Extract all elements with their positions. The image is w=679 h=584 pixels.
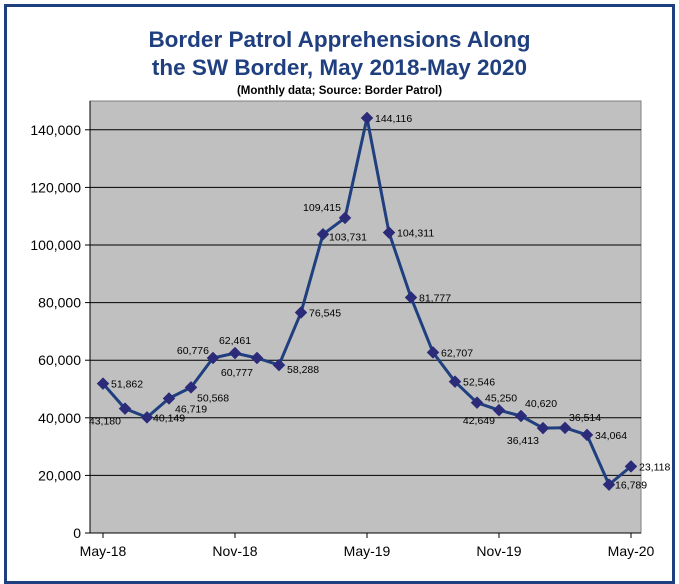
data-label: 34,064 [595, 430, 627, 442]
y-tick-label: 60,000 [38, 352, 81, 368]
data-point-marker [580, 428, 594, 442]
x-tick-label: May-18 [80, 543, 127, 559]
data-label: 60,776 [177, 345, 209, 357]
data-label: 43,180 [89, 416, 121, 428]
y-tick-label: 80,000 [38, 295, 81, 311]
data-point-marker [492, 403, 506, 417]
data-point-marker [470, 396, 484, 410]
data-label: 81,777 [419, 292, 451, 304]
data-label: 52,546 [463, 377, 495, 389]
data-label: 62,707 [441, 347, 473, 359]
plot-area [89, 100, 642, 534]
x-tick-label: Nov-18 [212, 543, 257, 559]
data-point-marker [514, 409, 528, 423]
data-label: 58,288 [287, 364, 319, 376]
chart-title: Border Patrol Apprehensions Along [148, 27, 531, 52]
data-label: 42,649 [463, 415, 495, 427]
data-point-marker [338, 211, 352, 225]
y-tick-label: 20,000 [38, 467, 81, 483]
x-tick-label: May-19 [344, 543, 391, 559]
data-point-marker [96, 377, 110, 390]
chart-title-line-2: the SW Border, May 2018-May 2020 [151, 55, 528, 80]
data-point-marker [184, 381, 198, 394]
y-tick-label: 140,000 [30, 122, 81, 138]
data-point-marker [360, 111, 374, 125]
data-label: 40,149 [153, 412, 185, 424]
data-point-marker [316, 227, 330, 241]
data-label: 144,116 [375, 113, 412, 125]
data-point-marker [624, 460, 638, 473]
data-point-marker [272, 358, 286, 372]
data-point-marker [382, 226, 396, 239]
x-tick-label: May-20 [608, 543, 655, 559]
y-tick-label: 120,000 [30, 179, 81, 195]
y-tick-label: 100,000 [30, 237, 81, 253]
data-label: 23,118 [639, 461, 670, 473]
data-point-marker [250, 351, 264, 365]
data-point-marker [602, 478, 616, 492]
data-label: 36,413 [507, 435, 539, 447]
data-label: 104,311 [397, 228, 434, 240]
data-point-marker [118, 402, 132, 415]
data-point-marker [448, 375, 462, 389]
data-label: 40,620 [525, 398, 557, 410]
chart-subtitle: (Monthly data; Source: Border Patrol) [236, 85, 443, 97]
data-point-marker [206, 351, 220, 365]
data-label: 36,514 [569, 412, 601, 424]
data-label: 46,719 [175, 403, 207, 415]
data-label: 62,461 [219, 335, 251, 347]
data-label: 60,777 [221, 367, 253, 379]
data-label: 45,250 [485, 393, 517, 405]
data-label: 76,545 [309, 308, 341, 320]
data-label: 51,862 [111, 379, 143, 391]
y-tick-label: 40,000 [38, 410, 81, 426]
data-point-marker [294, 306, 308, 319]
data-point-marker [536, 421, 550, 435]
x-tick-label: Nov-19 [476, 543, 521, 559]
data-point-marker [426, 346, 440, 359]
data-label: 103,731 [329, 231, 367, 243]
data-point-marker [404, 291, 418, 304]
data-point-marker [228, 346, 242, 360]
data-label: 16,789 [615, 480, 647, 492]
y-tick-label: 0 [73, 525, 81, 541]
data-point-marker [558, 421, 572, 435]
data-point-marker [140, 411, 154, 424]
data-label: 109,415 [303, 202, 341, 214]
data-label: 50,568 [197, 392, 229, 404]
data-point-marker [162, 392, 176, 405]
